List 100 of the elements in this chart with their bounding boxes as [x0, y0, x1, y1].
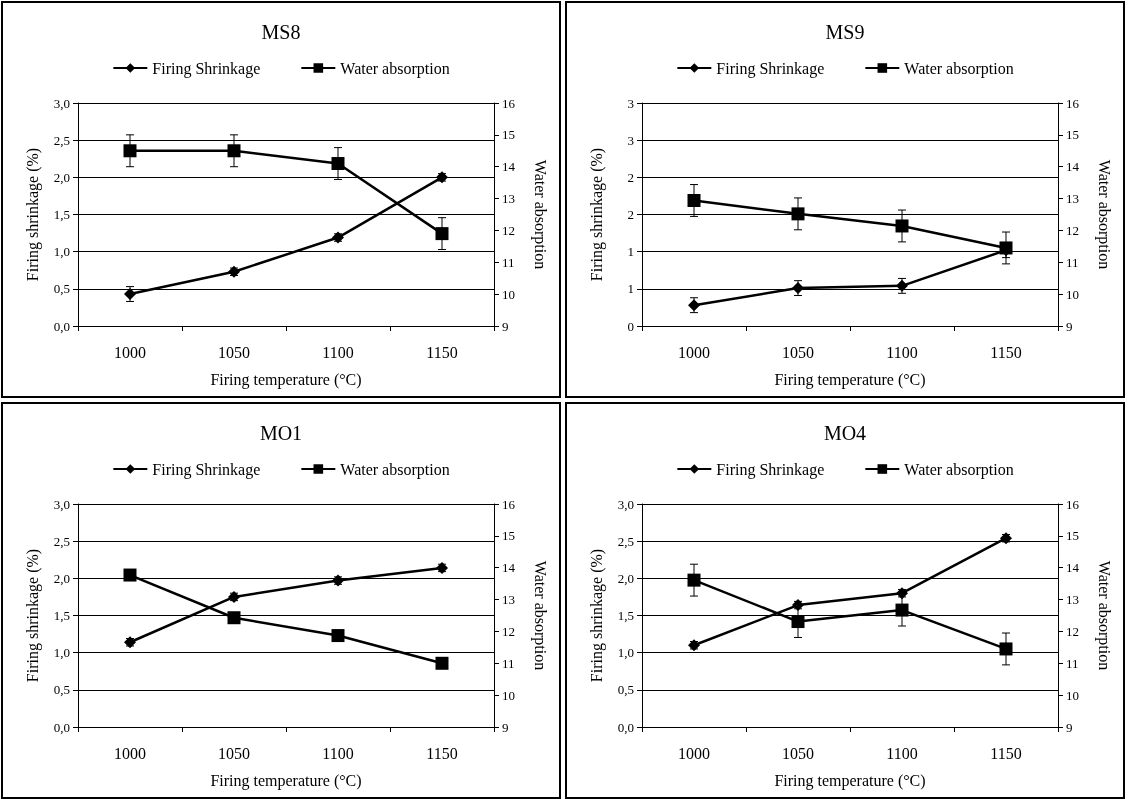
y2-tick-label: 13 — [1066, 592, 1079, 608]
legend-label: Firing Shrinkage — [152, 460, 261, 479]
point — [227, 611, 241, 625]
y-tick-label: 3,0 — [53, 95, 70, 111]
x-tick-label: 1050 — [218, 744, 250, 762]
point — [435, 227, 449, 241]
y2-tick-label: 12 — [502, 222, 515, 238]
y2-tick-label: 11 — [502, 655, 515, 671]
y2-tick-label: 10 — [502, 687, 515, 703]
y2-tick-label: 12 — [1066, 623, 1079, 639]
y2-tick-label: 13 — [502, 191, 515, 207]
y2-tick-label: 13 — [502, 592, 515, 608]
chart-title: MS9 — [825, 21, 865, 43]
y2-tick-label: 9 — [502, 318, 509, 334]
point — [331, 157, 345, 171]
chart-title: MO1 — [259, 422, 303, 444]
legend-label: Firing Shrinkage — [716, 59, 825, 78]
x-tick-label: 1150 — [990, 343, 1022, 361]
x-tick-label: 1150 — [990, 744, 1022, 762]
x-axis-title: Firing temperature (°C) — [210, 370, 362, 389]
y-tick-label: 0,5 — [617, 682, 634, 698]
y-tick-label: 0,5 — [53, 682, 70, 698]
y-tick-label: 1 — [627, 281, 634, 297]
y2-tick-label: 15 — [502, 127, 515, 143]
y-tick-label: 2,5 — [53, 132, 70, 148]
x-tick-label: 1150 — [426, 744, 458, 762]
y-tick-label: 3,0 — [53, 496, 70, 512]
y2-tick-label: 14 — [502, 159, 516, 175]
y-tick-label: 0 — [627, 318, 634, 334]
x-tick-label: 1000 — [114, 343, 146, 361]
y-tick-label: 1,5 — [53, 608, 70, 623]
y-tick-label: 3,0 — [617, 496, 634, 512]
y-tick-label: 3 — [627, 132, 634, 148]
y-tick-label: 2 — [627, 207, 634, 222]
point — [227, 144, 241, 158]
y2-tick-label: 12 — [1066, 222, 1079, 238]
x-tick-label: 1050 — [782, 343, 814, 361]
y2-tick-label: 16 — [502, 95, 516, 111]
y2-tick-label: 10 — [1066, 286, 1079, 302]
y2-tick-label: 16 — [502, 496, 516, 512]
y-tick-label: 2,0 — [53, 570, 70, 586]
y2-tick-label: 16 — [1066, 496, 1080, 512]
y-tick-label: 1,5 — [53, 207, 70, 222]
x-tick-label: 1100 — [886, 744, 918, 762]
y2-tick-label: 15 — [1066, 528, 1079, 544]
y-tick-label: 0,0 — [617, 719, 634, 735]
y-axis-title: Firing shrinkage (%) — [23, 548, 42, 683]
x-tick-label: 1050 — [782, 744, 814, 762]
point — [791, 615, 805, 629]
y-tick-label: 2,5 — [617, 533, 634, 549]
point — [791, 207, 805, 221]
x-tick-label: 1150 — [426, 343, 458, 361]
y2-tick-label: 9 — [1066, 318, 1073, 334]
y2-tick-label: 11 — [502, 254, 515, 270]
y-tick-label: 1,0 — [53, 244, 70, 260]
point — [331, 629, 345, 643]
y2-tick-label: 15 — [502, 528, 515, 544]
point — [999, 642, 1013, 656]
x-axis-title: Firing temperature (°C) — [774, 771, 926, 790]
y-tick-label: 1 — [627, 244, 634, 260]
legend-label: Water absorption — [904, 59, 1014, 78]
y2-axis-title: Water absorption — [1094, 560, 1113, 671]
y-tick-label: 0,0 — [53, 318, 70, 334]
legend-label: Water absorption — [340, 460, 450, 479]
y2-tick-label: 14 — [502, 560, 516, 576]
y2-tick-label: 11 — [1066, 254, 1079, 270]
legend-label: Firing Shrinkage — [716, 460, 825, 479]
chart-title: MS8 — [261, 21, 301, 43]
y-tick-label: 2,5 — [53, 533, 70, 549]
legend-label: Water absorption — [904, 460, 1014, 479]
y-tick-label: 2,0 — [617, 570, 634, 586]
y-axis-title: Firing shrinkage (%) — [587, 548, 606, 683]
y-tick-label: 1,5 — [617, 608, 634, 623]
y2-tick-label: 16 — [1066, 95, 1080, 111]
y-tick-label: 1,0 — [617, 645, 634, 661]
y2-tick-label: 14 — [1066, 560, 1080, 576]
x-tick-label: 1000 — [114, 744, 146, 762]
point — [123, 144, 137, 158]
y-tick-label: 0,5 — [53, 281, 70, 297]
x-tick-label: 1100 — [322, 343, 354, 361]
y2-tick-label: 11 — [1066, 655, 1079, 671]
legend-label: Water absorption — [340, 59, 450, 78]
point — [895, 603, 909, 617]
y2-tick-label: 15 — [1066, 127, 1079, 143]
y2-tick-label: 10 — [1066, 687, 1079, 703]
point — [123, 568, 137, 582]
y2-axis-title: Water absorption — [1094, 159, 1113, 270]
y-tick-label: 3 — [627, 95, 634, 111]
x-tick-label: 1050 — [218, 343, 250, 361]
y2-axis-title: Water absorption — [530, 560, 549, 671]
y-tick-label: 1,0 — [53, 645, 70, 661]
x-axis-title: Firing temperature (°C) — [774, 370, 926, 389]
legend-label: Firing Shrinkage — [152, 59, 261, 78]
x-tick-label: 1000 — [678, 744, 710, 762]
y2-tick-label: 14 — [1066, 159, 1080, 175]
x-tick-label: 1100 — [886, 343, 918, 361]
y2-tick-label: 12 — [502, 623, 515, 639]
y-tick-label: 2,0 — [53, 169, 70, 185]
y2-tick-label: 10 — [502, 286, 515, 302]
point — [687, 573, 701, 587]
